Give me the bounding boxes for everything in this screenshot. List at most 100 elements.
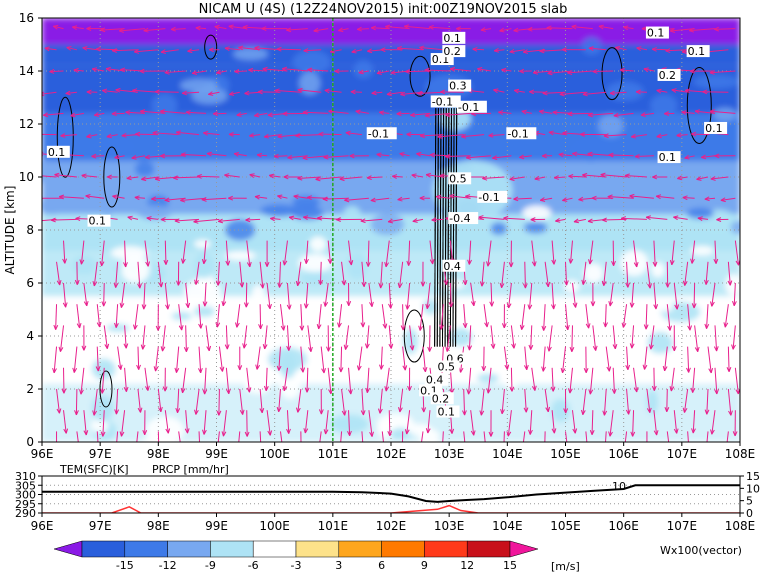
y-tick-label: 16	[19, 11, 34, 25]
tem-line	[42, 484, 740, 503]
x-tick-label: 100E	[259, 447, 290, 461]
colorbar-tick-label: -12	[159, 559, 177, 572]
contour-label: 0.1	[657, 151, 681, 164]
colorbar-segment	[210, 540, 254, 558]
surface-plot: TEM(SFC)[K] PRCP [mm/hr] 290295300305310…	[15, 463, 760, 533]
left-tick-label: 300	[15, 489, 36, 502]
x-tick-label: 107E	[667, 447, 698, 461]
svg-text:0.1: 0.1	[89, 215, 107, 228]
x-tick-label: 103E	[434, 447, 465, 461]
surface-x-tick-label: 101E	[318, 519, 349, 533]
svg-text:-0.1: -0.1	[368, 127, 389, 140]
colorbar-tick-label: -6	[248, 559, 259, 572]
surface-annotation: 10	[612, 480, 626, 493]
y-axis: 0 2 4 6 8 10 12 14 16	[19, 11, 42, 449]
contour-label: 0.1	[436, 405, 460, 419]
contour-lines	[56, 34, 712, 408]
y-tick-label: 14	[19, 64, 34, 78]
contour-label: -0.1	[430, 95, 461, 108]
x-tick-label: 105E	[550, 447, 581, 461]
colorbar-segment	[167, 540, 211, 558]
y-tick-label: 12	[19, 117, 34, 131]
svg-text:-0.1: -0.1	[432, 95, 453, 108]
x-tick-label: 96E	[31, 447, 54, 461]
svg-text:0.2: 0.2	[432, 392, 450, 405]
y-tick-label: 0	[26, 435, 34, 449]
svg-text:0.1: 0.1	[705, 122, 723, 135]
svg-text:0.2: 0.2	[659, 69, 677, 82]
svg-text:0.1: 0.1	[659, 151, 677, 164]
colorbar-tick-label: 9	[421, 559, 428, 572]
svg-text:0.4: 0.4	[443, 260, 461, 273]
colorbar-unit: [m/s]	[551, 560, 580, 573]
contour-label: 0.1	[704, 121, 728, 135]
svg-text:-0.1: -0.1	[458, 101, 479, 114]
surface-x-tick-label: 103E	[434, 519, 465, 533]
surface-x-tick-label: 106E	[608, 519, 639, 533]
y-tick-label: 8	[26, 223, 34, 237]
surface-x-tick-label: 104E	[492, 519, 523, 533]
svg-text:0.5: 0.5	[449, 172, 467, 185]
contour-label: -0.1	[456, 100, 487, 114]
colorbar-segment	[81, 540, 126, 558]
x-tick-label: 101E	[318, 447, 349, 461]
x-tick-label: 108E	[725, 447, 756, 461]
contour-label: 0.2	[657, 68, 681, 82]
svg-text:0.1: 0.1	[438, 406, 456, 419]
contour-label: 0.1	[46, 145, 70, 159]
right-tick-label: 5	[746, 495, 753, 508]
svg-text:0.1: 0.1	[48, 146, 66, 159]
contour-label: -0.1	[506, 127, 537, 140]
colorbar-segment	[295, 540, 340, 558]
y-tick-label: 10	[19, 170, 34, 184]
colorbar-tick-label: 15	[503, 559, 517, 572]
contour-label: -0.1	[477, 190, 508, 204]
surface-x-tick-label: 108E	[725, 519, 756, 533]
svg-text:-0.1: -0.1	[507, 127, 528, 140]
colorbar-tick-label: -3	[291, 559, 302, 572]
colorbar-tick-label: 12	[460, 559, 474, 572]
svg-text:0.5: 0.5	[438, 360, 456, 373]
surface-x-tick-label: 96E	[31, 519, 54, 533]
svg-text:0.2: 0.2	[443, 45, 461, 58]
contour-label: 0.1	[442, 32, 466, 45]
right-tick-label: 15	[746, 470, 760, 483]
x-tick-label: 106E	[608, 447, 639, 461]
x-tick-label: 102E	[376, 447, 407, 461]
y-axis-label: ALTITUDE [km]	[3, 186, 17, 275]
contour-label: 0.4	[442, 259, 466, 273]
surface-x-tick-label: 98E	[147, 519, 170, 533]
colorbar-segment	[424, 540, 468, 558]
prcp-line	[42, 504, 740, 513]
main-plot: 0.10.10.10.10.20.3-0.1 -0.1-0.1 -0.10.5-0.…	[3, 11, 755, 461]
contour-label: 0.1	[645, 26, 669, 40]
svg-text:-0.1: -0.1	[478, 191, 499, 204]
colorbar-segment	[252, 540, 297, 558]
wind-vectors	[42, 24, 740, 442]
svg-text:0.1: 0.1	[688, 45, 706, 58]
colorbar: -15 -12 -9 -6 -3 3 6 9 12 15	[53, 540, 539, 572]
contour-label: 0.2	[430, 392, 454, 405]
left-tick-label: 290	[15, 507, 36, 520]
x-axis: 96E 97E 98E 99E 100E 101E 102E 103E 104E 105E 106E…	[31, 442, 756, 461]
colorbar-tick-label: -15	[116, 559, 134, 572]
x-tick-label: 97E	[89, 447, 112, 461]
left-tick-label: 310	[15, 470, 36, 483]
colorbar-tick-label: 3	[335, 559, 342, 572]
contour-label: 0.1	[686, 45, 710, 58]
x-tick-label: 104E	[492, 447, 523, 461]
contour-label: -0.1	[366, 127, 397, 140]
y-tick-label: 2	[26, 382, 34, 396]
chart-title: NICAM U (4S) (12Z24NOV2015) init:00Z19NO…	[199, 2, 568, 17]
tem-legend: TEM(SFC)[K]	[59, 463, 129, 476]
vector-label: Wx100(vector)	[660, 544, 742, 557]
contour-label: 0.5	[448, 172, 472, 185]
contour-label: -0.4	[448, 212, 479, 225]
contour-label: 0.5	[436, 360, 460, 373]
surface-x-tick-label: 102E	[376, 519, 407, 533]
contour-label: 0.2	[442, 45, 466, 58]
contour-label: 0.3	[448, 79, 472, 93]
right-tick-label: 10	[746, 482, 760, 495]
colorbar-segment	[338, 540, 382, 558]
